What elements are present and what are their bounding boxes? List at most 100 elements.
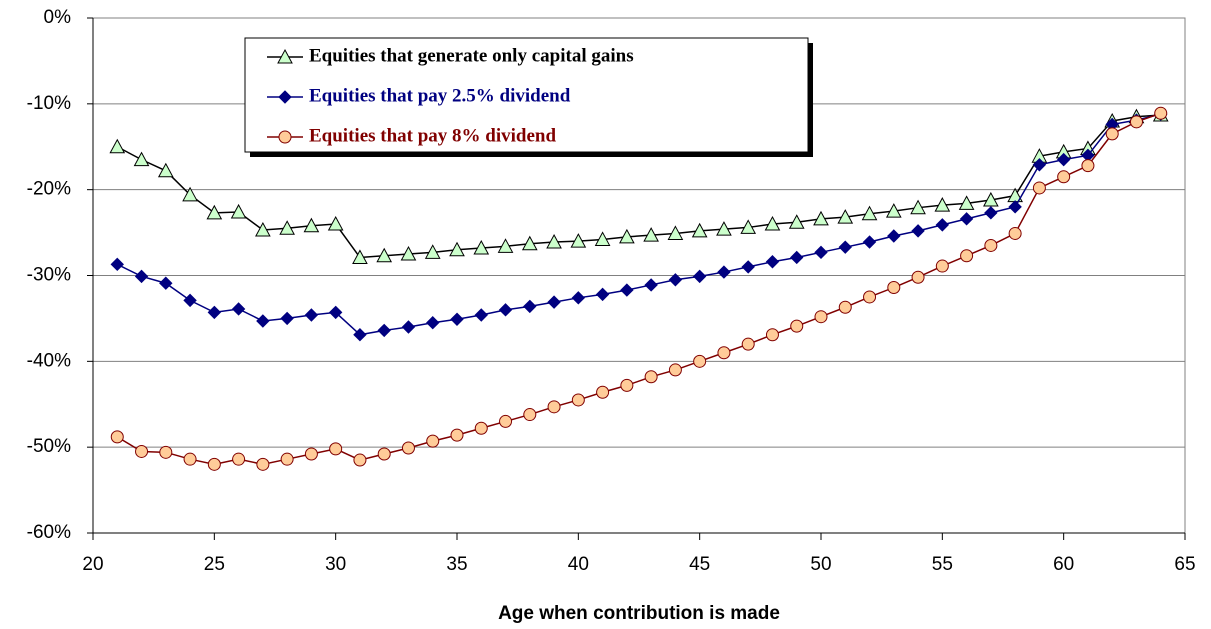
marker bbox=[377, 323, 391, 338]
y-tick-label: -50% bbox=[27, 436, 71, 457]
marker bbox=[1154, 106, 1168, 120]
marker bbox=[255, 221, 271, 237]
marker bbox=[910, 199, 926, 215]
marker bbox=[183, 452, 197, 466]
marker bbox=[256, 314, 270, 328]
marker bbox=[960, 249, 974, 263]
marker bbox=[620, 378, 634, 392]
y-tick-label: -30% bbox=[27, 265, 71, 286]
marker bbox=[935, 259, 949, 273]
x-tick-label: 60 bbox=[1053, 554, 1074, 575]
legend-label: Equities that pay 2.5% dividend bbox=[309, 85, 571, 106]
marker bbox=[280, 311, 294, 326]
marker bbox=[861, 205, 878, 221]
marker bbox=[159, 445, 173, 459]
marker bbox=[717, 265, 731, 279]
marker bbox=[596, 385, 610, 399]
marker bbox=[474, 308, 488, 322]
marker bbox=[353, 453, 367, 467]
marker bbox=[256, 457, 270, 471]
marker bbox=[813, 210, 829, 226]
legend bbox=[244, 37, 809, 153]
marker bbox=[644, 278, 658, 292]
marker bbox=[327, 215, 344, 231]
marker bbox=[1032, 158, 1047, 172]
marker bbox=[450, 312, 464, 326]
marker bbox=[1032, 181, 1046, 195]
marker bbox=[547, 400, 561, 414]
marker bbox=[863, 290, 877, 304]
x-tick-label: 65 bbox=[1174, 554, 1195, 575]
marker bbox=[304, 308, 319, 322]
marker bbox=[862, 235, 877, 249]
y-tick-label: -40% bbox=[27, 350, 71, 371]
marker bbox=[814, 310, 828, 324]
marker bbox=[716, 221, 732, 236]
marker bbox=[278, 90, 292, 104]
marker bbox=[887, 281, 901, 295]
marker bbox=[206, 204, 223, 220]
x-axis-label: Age when contribution is made bbox=[498, 603, 780, 624]
x-tick-label: 30 bbox=[325, 554, 346, 575]
marker bbox=[303, 217, 320, 233]
marker bbox=[571, 291, 586, 305]
x-tick-label: 50 bbox=[810, 554, 831, 575]
marker bbox=[401, 441, 415, 455]
legend-label: Equities that pay 8% dividend bbox=[309, 125, 556, 146]
marker bbox=[426, 316, 440, 330]
marker bbox=[1008, 226, 1022, 240]
marker bbox=[183, 293, 197, 308]
marker bbox=[765, 255, 780, 269]
marker bbox=[279, 220, 295, 235]
marker bbox=[498, 303, 513, 317]
marker bbox=[885, 203, 902, 218]
marker bbox=[232, 452, 246, 466]
marker bbox=[692, 269, 707, 284]
marker bbox=[959, 212, 974, 226]
marker bbox=[499, 414, 513, 428]
marker bbox=[814, 245, 828, 260]
marker bbox=[547, 295, 561, 309]
marker bbox=[983, 191, 999, 207]
marker bbox=[693, 354, 707, 368]
marker bbox=[329, 442, 343, 456]
marker bbox=[667, 225, 684, 240]
marker bbox=[450, 428, 464, 442]
x-tick-label: 55 bbox=[932, 554, 953, 575]
marker bbox=[619, 228, 635, 244]
marker bbox=[277, 48, 293, 64]
marker bbox=[1081, 159, 1095, 173]
marker bbox=[838, 300, 852, 314]
marker bbox=[449, 241, 465, 257]
marker bbox=[838, 240, 852, 254]
y-tick-label: -10% bbox=[27, 93, 71, 114]
marker bbox=[109, 138, 126, 154]
marker bbox=[958, 195, 975, 210]
marker bbox=[934, 197, 951, 212]
marker bbox=[984, 206, 998, 220]
marker bbox=[790, 319, 804, 333]
x-tick-label: 20 bbox=[82, 554, 103, 575]
marker bbox=[595, 287, 610, 302]
marker bbox=[352, 249, 368, 264]
marker bbox=[110, 430, 124, 444]
marker bbox=[207, 457, 221, 471]
marker bbox=[280, 452, 294, 466]
marker bbox=[571, 393, 585, 407]
marker bbox=[521, 235, 538, 251]
x-tick-label: 25 bbox=[204, 554, 225, 575]
marker bbox=[157, 162, 174, 178]
marker bbox=[668, 363, 682, 377]
marker bbox=[426, 434, 440, 448]
marker bbox=[473, 239, 490, 255]
marker bbox=[1129, 115, 1143, 129]
marker bbox=[740, 219, 757, 234]
marker bbox=[523, 408, 537, 422]
marker bbox=[594, 231, 611, 246]
marker bbox=[523, 299, 537, 314]
y-tick-label: -20% bbox=[27, 179, 71, 200]
marker bbox=[911, 270, 925, 284]
marker bbox=[691, 222, 708, 238]
marker bbox=[133, 151, 150, 167]
